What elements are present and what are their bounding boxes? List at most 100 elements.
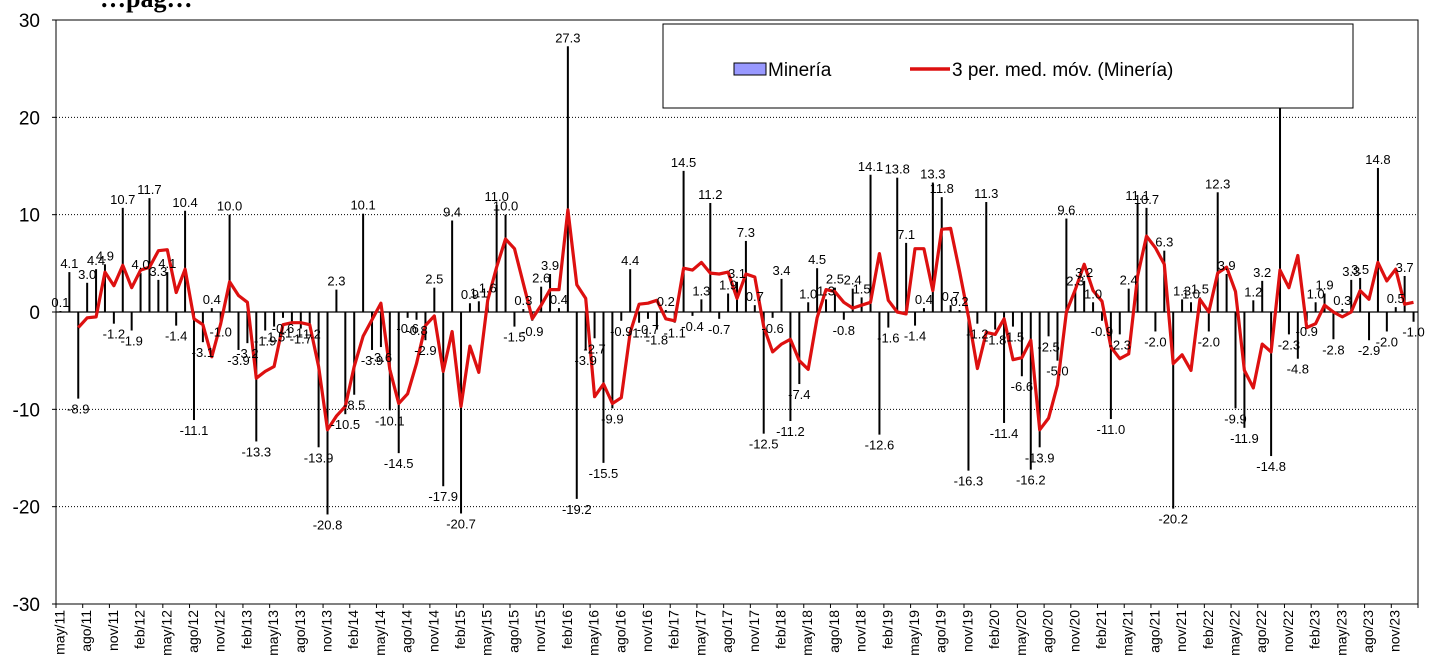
bar-mineria: [1287, 312, 1290, 335]
x-tick-label: may/13: [265, 610, 281, 656]
x-tick-label: may/14: [372, 610, 388, 656]
x-tick-label: may/18: [799, 610, 815, 656]
data-label: -0.9: [1296, 324, 1318, 339]
bar-mineria: [931, 182, 934, 312]
bar-mineria: [86, 282, 89, 312]
data-label: 3.0: [78, 267, 96, 282]
data-label: -2.0: [1376, 334, 1398, 349]
x-tick-label: ago/23: [1360, 610, 1376, 653]
y-tick-label: 0: [29, 303, 40, 324]
bar-mineria: [771, 312, 774, 318]
data-label: 3.3: [149, 264, 167, 279]
data-label: 0.2: [951, 294, 969, 309]
bar-mineria: [442, 312, 445, 487]
data-label: 3.1: [728, 266, 746, 281]
x-tick-label: feb/15: [452, 610, 468, 649]
x-tick-label: feb/22: [1200, 610, 1216, 649]
data-label: 2.5: [826, 272, 844, 287]
data-label: 3.9: [541, 258, 559, 273]
data-label: -20.8: [313, 517, 343, 532]
bar-mineria: [460, 312, 463, 514]
bar-mineria: [1279, 74, 1282, 312]
bar-mineria: [1350, 279, 1353, 312]
x-tick-label: nov/14: [425, 610, 441, 652]
bar-mineria: [1038, 312, 1041, 448]
bar-mineria: [1359, 277, 1362, 312]
data-label: -0.6: [396, 321, 418, 336]
data-label: 10.1: [350, 198, 375, 213]
bar-mineria: [842, 312, 845, 320]
data-label: -19.2: [562, 502, 592, 517]
data-label: 14.8: [1365, 152, 1390, 167]
data-label: -13.9: [304, 450, 334, 465]
x-tick-label: may/16: [586, 610, 602, 656]
bar-mineria: [1296, 312, 1299, 359]
bar-mineria: [575, 312, 578, 499]
bar-mineria: [638, 312, 641, 323]
y-tick-label: -20: [13, 498, 40, 519]
bar-mineria: [299, 312, 302, 329]
data-label: 4.5: [808, 252, 826, 267]
bar-mineria: [1065, 218, 1068, 312]
bar-mineria: [228, 214, 231, 312]
x-tick-label: feb/17: [666, 610, 682, 649]
data-label: -0.9: [521, 324, 543, 339]
data-label: 0.4: [550, 292, 568, 307]
bar-mineria: [406, 312, 409, 318]
bar-mineria: [557, 308, 560, 312]
bar-mineria: [1020, 312, 1023, 377]
data-label: -1.1: [281, 326, 303, 341]
bar-mineria: [611, 312, 614, 409]
data-label: 4.1: [158, 256, 176, 271]
bar-mineria: [922, 308, 925, 312]
data-label: 10.7: [1134, 192, 1159, 207]
bar-mineria: [1412, 312, 1415, 322]
bar-mineria: [753, 305, 756, 312]
data-label: 0.2: [657, 294, 675, 309]
x-tick-label: nov/17: [746, 610, 762, 652]
bar-mineria: [326, 312, 329, 515]
bar-mineria: [112, 312, 115, 324]
data-label: 0.7: [746, 289, 764, 304]
data-label: -1.8: [646, 333, 668, 348]
data-label: 10.7: [110, 192, 135, 207]
data-label: -9.9: [1224, 411, 1246, 426]
data-label: 0.3: [514, 293, 532, 308]
moving-average-line: [77, 208, 1414, 432]
data-label: -1.2: [966, 327, 988, 342]
bar-mineria: [700, 299, 703, 312]
x-tick-label: feb/18: [773, 610, 789, 649]
data-label: -8.5: [343, 398, 365, 413]
bar-mineria: [1029, 312, 1032, 470]
bar-mineria: [495, 204, 498, 312]
bar-mineria: [1145, 207, 1148, 312]
bar-mineria: [95, 269, 98, 312]
data-label: 14.5: [671, 155, 696, 170]
data-label: -5.0: [1046, 364, 1068, 379]
bar-mineria: [620, 312, 623, 321]
bar-mineria: [1056, 312, 1059, 361]
bar-mineria: [121, 207, 124, 312]
legend-label-moving-average: 3 per. med. móv. (Minería): [952, 60, 1173, 81]
data-label: -3.9: [574, 353, 596, 368]
legend-swatch-mineria: [733, 62, 767, 76]
bar-mineria: [825, 299, 828, 312]
data-label: -16.2: [1016, 473, 1046, 488]
data-label: -13.3: [241, 444, 271, 459]
bar-mineria: [851, 288, 854, 312]
data-label: 1.3: [1173, 283, 1191, 298]
bar-mineria: [148, 198, 151, 312]
data-label: -1.0: [209, 325, 231, 340]
x-tick-label: ago/18: [826, 610, 842, 653]
bar-mineria: [504, 214, 507, 312]
data-label: 1.0: [1084, 286, 1102, 301]
bar-mineria: [1109, 312, 1112, 420]
bar-mineria: [308, 312, 311, 324]
bar-mineria: [994, 312, 997, 330]
data-label: -2.8: [1322, 342, 1344, 357]
bar-mineria: [896, 177, 899, 312]
bar-mineria: [1083, 280, 1086, 312]
x-tick-label: may/19: [906, 610, 922, 656]
data-label: 13.3: [920, 167, 945, 182]
bar-mineria: [1332, 312, 1335, 340]
